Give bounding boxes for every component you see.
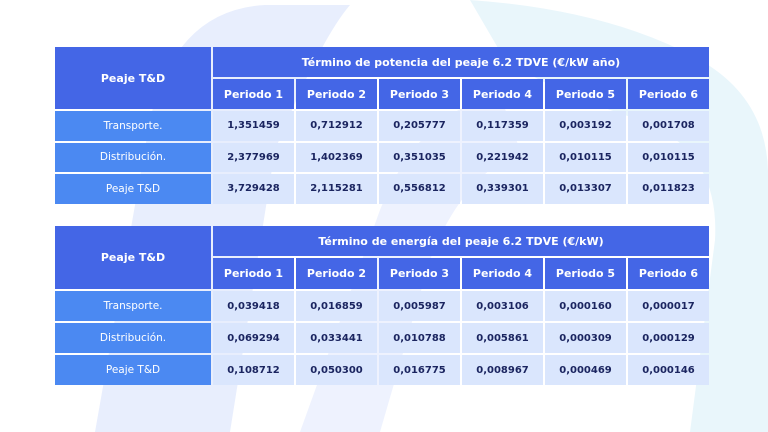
table-title: Término de potencia del peaje 6.2 TDVE (… [213, 47, 709, 77]
value-cell: 0,033441 [296, 323, 377, 353]
table-row: Peaje T&D 0,108712 0,050300 0,016775 0,0… [55, 355, 709, 385]
period-header: Periodo 3 [379, 258, 460, 289]
period-header: Periodo 4 [462, 79, 543, 109]
row-label: Transporte. [55, 111, 211, 141]
value-cell: 3,729428 [213, 174, 294, 204]
period-header: Periodo 1 [213, 258, 294, 289]
value-cell: 0,000160 [545, 291, 626, 321]
period-header: Periodo 3 [379, 79, 460, 109]
value-cell: 0,016859 [296, 291, 377, 321]
period-header: Periodo 5 [545, 79, 626, 109]
period-header: Periodo 4 [462, 258, 543, 289]
value-cell: 0,351035 [379, 142, 460, 172]
value-cell: 0,000469 [545, 355, 626, 385]
row-label: Peaje T&D [55, 355, 211, 385]
table-row: Transporte. 1,351459 0,712912 0,205777 0… [55, 111, 709, 141]
value-cell: 0,221942 [462, 142, 543, 172]
value-cell: 2,115281 [296, 174, 377, 204]
value-cell: 0,205777 [379, 111, 460, 141]
value-cell: 0,039418 [213, 291, 294, 321]
value-cell: 1,351459 [213, 111, 294, 141]
value-cell: 0,001708 [628, 111, 709, 141]
table-row: Distribución. 2,377969 1,402369 0,351035… [55, 142, 709, 172]
value-cell: 0,108712 [213, 355, 294, 385]
tabla-termino-energia: Peaje T&D Término de energía del peaje 6… [53, 224, 711, 387]
period-header: Periodo 2 [296, 79, 377, 109]
value-cell: 0,003192 [545, 111, 626, 141]
period-header: Periodo 2 [296, 258, 377, 289]
value-cell: 0,117359 [462, 111, 543, 141]
value-cell: 0,013307 [545, 174, 626, 204]
table-title: Término de energía del peaje 6.2 TDVE (€… [213, 226, 709, 256]
period-header: Periodo 6 [628, 79, 709, 109]
corner-label: Peaje T&D [55, 47, 211, 109]
value-cell: 0,011823 [628, 174, 709, 204]
period-header: Periodo 6 [628, 258, 709, 289]
period-header: Periodo 5 [545, 258, 626, 289]
row-label: Distribución. [55, 323, 211, 353]
tabla-termino-potencia: Peaje T&D Término de potencia del peaje … [53, 45, 711, 206]
value-cell: 0,010115 [545, 142, 626, 172]
value-cell: 0,000129 [628, 323, 709, 353]
table-row: Transporte. 0,039418 0,016859 0,005987 0… [55, 291, 709, 321]
period-header: Periodo 1 [213, 79, 294, 109]
value-cell: 0,003106 [462, 291, 543, 321]
value-cell: 0,016775 [379, 355, 460, 385]
value-cell: 0,008967 [462, 355, 543, 385]
table-row: Distribución. 0,069294 0,033441 0,010788… [55, 323, 709, 353]
value-cell: 0,000309 [545, 323, 626, 353]
value-cell: 0,069294 [213, 323, 294, 353]
row-label: Distribución. [55, 142, 211, 172]
value-cell: 0,000146 [628, 355, 709, 385]
corner-label: Peaje T&D [55, 226, 211, 289]
value-cell: 0,712912 [296, 111, 377, 141]
value-cell: 0,005987 [379, 291, 460, 321]
value-cell: 0,050300 [296, 355, 377, 385]
value-cell: 0,010788 [379, 323, 460, 353]
value-cell: 0,005861 [462, 323, 543, 353]
value-cell: 0,010115 [628, 142, 709, 172]
value-cell: 0,556812 [379, 174, 460, 204]
value-cell: 0,000017 [628, 291, 709, 321]
table-row: Peaje T&D 3,729428 2,115281 0,556812 0,3… [55, 174, 709, 204]
row-label: Transporte. [55, 291, 211, 321]
row-label: Peaje T&D [55, 174, 211, 204]
value-cell: 1,402369 [296, 142, 377, 172]
value-cell: 0,339301 [462, 174, 543, 204]
value-cell: 2,377969 [213, 142, 294, 172]
